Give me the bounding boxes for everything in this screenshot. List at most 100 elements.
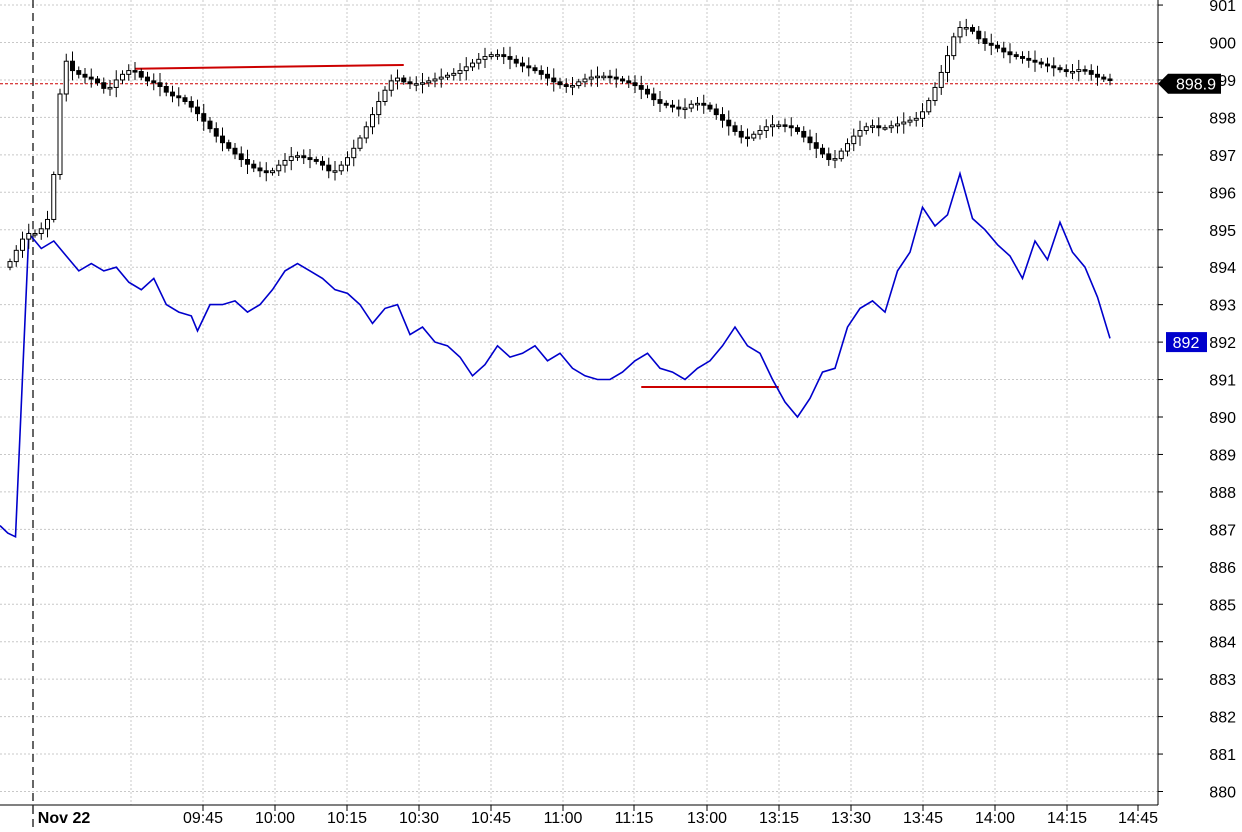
candle-body: [95, 78, 100, 84]
blue-label-box: [1166, 332, 1207, 353]
candle-body: [882, 127, 888, 130]
candle-body: [813, 142, 819, 149]
blue-label-text: 892: [1173, 335, 1200, 352]
x-tick-label: 10:30: [399, 810, 439, 827]
candle-body: [1107, 78, 1113, 82]
candle-body: [682, 107, 688, 111]
candle-body: [770, 124, 775, 128]
candle-body: [582, 78, 588, 83]
candle-body: [557, 81, 563, 86]
candle-series-layer: [7, 18, 1113, 271]
y-tick-label: 893: [1209, 298, 1236, 315]
candle-body: [1026, 57, 1032, 61]
candle-body: [1101, 76, 1107, 80]
candle-body: [113, 79, 119, 88]
candle-body: [395, 77, 400, 82]
candle-body: [926, 100, 932, 113]
candle-body: [945, 55, 950, 73]
candle-body: [163, 86, 169, 93]
candle-body: [895, 123, 900, 127]
candle-body: [901, 121, 907, 125]
candle-body: [520, 62, 525, 67]
candle-body: [620, 78, 625, 82]
x-tick-label: 10:00: [255, 810, 295, 827]
candle-body: [707, 104, 713, 110]
candle-body: [445, 74, 450, 78]
candle-body: [1082, 69, 1088, 72]
candle-body: [307, 157, 313, 161]
candle-body: [201, 113, 207, 122]
candle-body: [488, 54, 494, 58]
candle-body: [632, 82, 638, 87]
candle-body: [957, 27, 963, 38]
candle-body: [563, 84, 569, 88]
candle-body: [438, 76, 444, 80]
y-tick-label: 885: [1209, 597, 1236, 614]
candle-body: [238, 153, 244, 161]
candle-body: [820, 147, 825, 155]
candle-body: [670, 104, 675, 108]
candle-body: [832, 158, 838, 161]
y-tick-label: 883: [1209, 672, 1236, 689]
candle-body: [1020, 56, 1025, 59]
candle-body: [982, 38, 988, 44]
candle-body: [276, 164, 282, 172]
candle-body: [363, 126, 369, 139]
candle-body: [588, 76, 594, 80]
candle-body: [932, 86, 938, 102]
y-tick-label: 886: [1209, 560, 1236, 577]
candle-body: [232, 147, 238, 155]
candle-body: [457, 70, 463, 74]
candle-body: [45, 218, 50, 230]
candle-body: [57, 93, 63, 176]
candle-body: [157, 82, 163, 88]
candle-body: [1095, 73, 1100, 78]
candle-body: [1038, 61, 1044, 65]
candle-body: [32, 232, 38, 236]
candle-body: [107, 86, 113, 90]
x-tick-label: Nov 22: [38, 810, 91, 827]
blue-series-layer: [0, 170, 1111, 539]
x-tick-label: 11:15: [615, 810, 654, 827]
y-tick-label: 891: [1209, 373, 1236, 390]
candle-body: [195, 106, 200, 115]
candle-body: [101, 82, 107, 89]
candle-body: [326, 164, 332, 172]
x-tick-label: 13:00: [687, 810, 727, 827]
candle-body: [245, 159, 250, 165]
candle-body: [51, 174, 57, 220]
candle-body: [476, 58, 482, 64]
x-tick-label: 13:45: [903, 810, 943, 827]
candle-body: [213, 128, 219, 137]
x-tick-label: 14:15: [1047, 810, 1087, 827]
candle-body: [376, 100, 382, 116]
candle-body: [838, 150, 844, 160]
candle-body: [413, 83, 419, 86]
blue-series-line: [0, 170, 1111, 539]
candle-body: [70, 60, 75, 72]
candle-body: [938, 71, 944, 88]
candle-body: [263, 170, 269, 174]
y-tick-label: 895: [1209, 223, 1236, 240]
candle-body: [313, 159, 319, 162]
candle-body: [463, 66, 469, 72]
candle-body: [626, 80, 632, 84]
candle-body: [807, 136, 813, 144]
candle-body: [76, 70, 82, 75]
candle-body: [88, 76, 94, 80]
candle-body: [857, 130, 863, 137]
candle-body: [1007, 51, 1013, 56]
candle-body: [295, 155, 300, 158]
candle-body: [1063, 69, 1069, 73]
y-tick-label: 888: [1209, 485, 1236, 502]
candle-body: [7, 261, 13, 268]
candle-body: [182, 97, 188, 102]
candle-body: [382, 89, 388, 102]
candle-body: [657, 99, 663, 104]
candle-body: [176, 95, 182, 99]
candle-body: [713, 108, 719, 116]
candle-body: [426, 80, 432, 84]
x-tick-label: 13:30: [831, 810, 871, 827]
